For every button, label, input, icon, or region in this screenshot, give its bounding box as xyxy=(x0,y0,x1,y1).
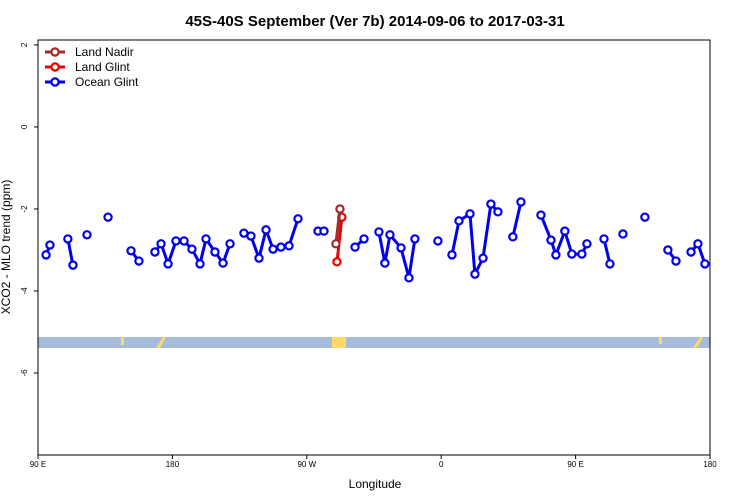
data-point xyxy=(225,239,235,249)
data-point xyxy=(447,250,457,260)
data-point xyxy=(671,256,681,266)
data-point xyxy=(410,234,420,244)
data-point xyxy=(516,197,526,207)
y-tick-label: 2 xyxy=(20,42,29,47)
plot-frame xyxy=(37,39,711,456)
legend-marker xyxy=(50,47,60,57)
data-point xyxy=(126,246,136,256)
data-point xyxy=(171,236,181,246)
data-point xyxy=(640,212,650,222)
ocean-strip xyxy=(38,337,710,348)
data-point xyxy=(551,250,561,260)
data-point xyxy=(546,235,556,245)
data-point xyxy=(599,234,609,244)
y-tick-label: -4 xyxy=(20,287,29,295)
data-point xyxy=(195,259,205,269)
chart-title: 45S-40S September (Ver 7b) 2014-09-06 to… xyxy=(185,13,564,30)
land-patch xyxy=(121,337,124,345)
data-point xyxy=(465,209,475,219)
data-point xyxy=(486,199,496,209)
data-point xyxy=(63,234,73,244)
data-point xyxy=(380,258,390,268)
data-point xyxy=(693,239,703,249)
data-point xyxy=(335,204,345,214)
data-point xyxy=(187,244,197,254)
data-point xyxy=(567,249,577,259)
data-point xyxy=(163,259,173,269)
data-point xyxy=(210,247,220,257)
data-point xyxy=(508,232,518,242)
y-axis-label: XCO2 - MLO trend (ppm) xyxy=(0,180,13,315)
series-line xyxy=(335,217,344,263)
legend-marker xyxy=(50,77,60,87)
legend-label: Land Glint xyxy=(75,60,130,74)
y-tick-label: 0 xyxy=(20,124,29,129)
data-point xyxy=(254,253,264,263)
data-point xyxy=(319,226,329,236)
data-point xyxy=(493,207,503,217)
data-point xyxy=(454,216,464,226)
data-point xyxy=(261,225,271,235)
data-point xyxy=(179,236,189,246)
data-point xyxy=(201,234,211,244)
data-point xyxy=(404,273,414,283)
data-point xyxy=(605,259,615,269)
data-point xyxy=(582,239,592,249)
data-point xyxy=(663,245,673,255)
x-axis-label: Longitude xyxy=(349,477,402,491)
data-point xyxy=(246,231,256,241)
data-point xyxy=(134,256,144,266)
data-point xyxy=(396,243,406,253)
data-point xyxy=(276,242,286,252)
x-tick-label: 0 xyxy=(439,460,444,469)
x-tick-label: 90 W xyxy=(297,460,316,469)
data-point xyxy=(156,239,166,249)
data-point xyxy=(331,239,341,249)
surface-strip xyxy=(38,337,710,348)
x-tick-label: 90 E xyxy=(30,460,46,469)
data-point xyxy=(82,230,92,240)
data-point xyxy=(150,247,160,257)
data-point xyxy=(268,244,278,254)
data-point xyxy=(385,230,395,240)
data-point xyxy=(68,260,78,270)
data-point xyxy=(374,227,384,237)
x-tick-label: 90 E xyxy=(567,460,583,469)
data-point xyxy=(218,258,228,268)
data-point xyxy=(470,269,480,279)
data-point xyxy=(332,257,342,267)
land-patch xyxy=(332,337,346,348)
legend-marker xyxy=(50,62,60,72)
data-point xyxy=(41,250,51,260)
data-point xyxy=(536,210,546,220)
data-point xyxy=(350,242,360,252)
data-point xyxy=(45,240,55,250)
data-point xyxy=(433,236,443,246)
data-point xyxy=(284,241,294,251)
legend-label: Land Nadir xyxy=(75,45,134,59)
data-point xyxy=(103,212,113,222)
series-line xyxy=(334,208,342,244)
land-patch xyxy=(659,337,662,344)
y-tick-label: -6 xyxy=(20,369,29,377)
data-point xyxy=(686,247,696,257)
data-point xyxy=(618,229,628,239)
data-point xyxy=(478,253,488,263)
legend-label: Ocean Glint xyxy=(75,75,139,89)
land-patch xyxy=(693,337,703,348)
land-patch xyxy=(156,337,166,348)
data-point xyxy=(700,259,710,269)
x-tick-label: 180 xyxy=(703,460,717,469)
y-tick-label: -2 xyxy=(20,205,29,213)
data-point xyxy=(560,226,570,236)
x-tick-label: 180 xyxy=(166,460,180,469)
data-point xyxy=(293,214,303,224)
data-point xyxy=(577,249,587,259)
data-point xyxy=(359,234,369,244)
